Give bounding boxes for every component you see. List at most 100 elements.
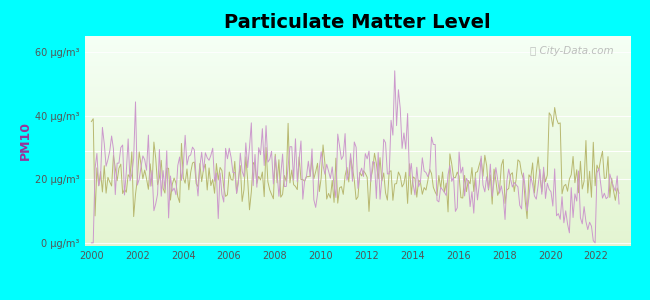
Bar [84,106,630,107]
Bar [84,224,630,225]
Bar [84,125,630,126]
Bar [84,97,630,98]
Bar [84,238,630,239]
Bar [84,214,630,215]
Bar [84,107,630,108]
Bar [84,37,630,38]
Bar [84,226,630,227]
Bar [84,116,630,117]
Bar [84,131,630,133]
Bar [84,189,630,190]
Bar [84,44,630,45]
Bar [84,231,630,232]
Bar [84,170,630,171]
Bar [84,55,630,56]
Bar [84,94,630,95]
Bar [84,69,630,70]
Bar [84,115,630,116]
Bar [84,215,630,217]
Bar [84,161,630,162]
Bar [84,105,630,106]
Bar [84,77,630,78]
Bar [84,178,630,179]
Bar [84,202,630,203]
Bar [84,183,630,184]
Bar [84,59,630,60]
Bar [84,73,630,74]
Bar [84,182,630,183]
Bar [84,197,630,198]
Bar [84,219,630,220]
Y-axis label: PM10: PM10 [20,122,32,160]
Bar [84,43,630,44]
Bar [84,190,630,191]
Bar [84,38,630,39]
Bar [84,150,630,152]
Bar [84,50,630,51]
Bar [84,123,630,124]
Bar [84,99,630,100]
Bar [84,176,630,177]
Bar [84,79,630,80]
Bar [84,72,630,73]
Bar [84,160,630,161]
Bar [84,218,630,219]
Bar [84,142,630,143]
Bar [84,227,630,228]
Bar [84,51,630,52]
Bar [84,110,630,112]
Bar [84,81,630,82]
Bar [84,196,630,197]
Bar [84,124,630,125]
Bar [84,121,630,122]
Bar [84,80,630,81]
Bar [84,230,630,231]
Bar [84,126,630,127]
Bar [84,194,630,196]
Bar [84,52,630,53]
Bar [84,41,630,42]
Bar [84,228,630,229]
Bar [84,235,630,236]
Bar [84,199,630,200]
Bar [84,96,630,97]
Bar [84,66,630,68]
Bar [84,223,630,224]
Bar [84,156,630,157]
Bar [84,222,630,223]
Bar [84,232,630,233]
Bar [84,241,630,242]
Title: Particulate Matter Level: Particulate Matter Level [224,13,491,32]
Bar [84,148,630,149]
Bar [84,47,630,49]
Bar [84,145,630,146]
Bar [84,40,630,41]
Bar [84,239,630,240]
Bar [84,45,630,46]
Bar [84,244,630,245]
Bar [84,204,630,205]
Bar [84,212,630,214]
Bar [84,85,630,86]
Bar [84,134,630,135]
Bar [84,78,630,79]
Bar [84,93,630,94]
Bar [84,165,630,166]
Bar [84,140,630,141]
Bar [84,136,630,137]
Bar [84,89,630,91]
Bar [84,193,630,194]
Bar [84,225,630,226]
Bar [84,243,630,244]
Bar [84,191,630,193]
Bar [84,101,630,102]
Bar [84,57,630,58]
Bar [84,166,630,167]
Bar [84,49,630,50]
Bar [84,74,630,75]
Bar [84,54,630,55]
Bar [84,162,630,163]
Bar [84,187,630,188]
Bar [84,168,630,169]
Bar [84,100,630,101]
